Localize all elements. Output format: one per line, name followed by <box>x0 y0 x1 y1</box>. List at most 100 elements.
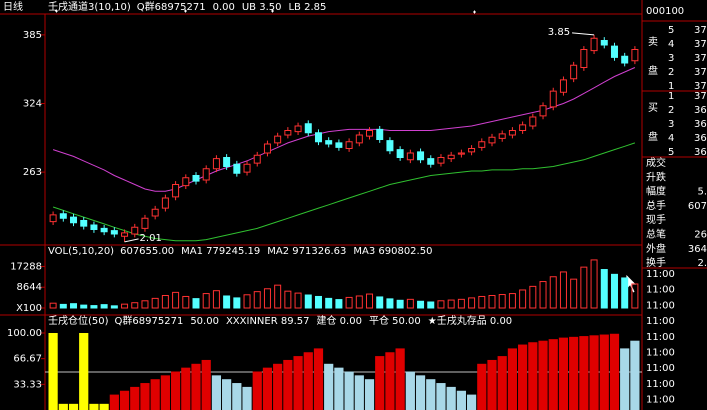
book-level: 2 <box>668 67 674 78</box>
stat-label: 总笔 <box>646 228 666 241</box>
candle-body <box>549 90 557 108</box>
indicator-value: UB 3.50 <box>242 2 282 13</box>
volume-bar <box>59 303 67 309</box>
position-bar <box>48 333 58 410</box>
position-bar <box>68 403 79 410</box>
stars <box>55 9 476 14</box>
candle-body <box>366 130 374 137</box>
book-price: 37 <box>694 53 707 64</box>
position-bar <box>507 348 518 410</box>
position-bar <box>191 363 201 410</box>
book-level: 5 <box>668 25 674 36</box>
candle-body <box>427 158 435 165</box>
volume-bar <box>253 291 261 309</box>
position-bar <box>558 337 569 410</box>
candle-body <box>243 163 251 173</box>
candle-body <box>100 227 108 233</box>
position-bar <box>232 383 242 410</box>
volume-bar <box>549 276 557 309</box>
position-bar <box>170 371 181 410</box>
indicator-value: 平仓 50.00 <box>369 314 421 327</box>
position-bar <box>99 403 109 410</box>
y-tick-label: 66.67 <box>13 354 42 365</box>
position-bar <box>293 356 303 410</box>
candle-body <box>294 125 302 133</box>
trade-time: 11:00 <box>646 348 675 359</box>
trade-time: 11:00 <box>646 300 675 311</box>
indicator-value: MA2 971326.63 <box>267 246 346 257</box>
book-label: 盘 <box>648 64 658 77</box>
volume-bar <box>202 293 210 309</box>
position-bar <box>119 390 130 410</box>
candle-body <box>570 64 578 80</box>
volume-bar <box>100 304 108 309</box>
candle-body <box>519 124 527 131</box>
candle-body <box>131 226 139 235</box>
book-level: 4 <box>668 133 674 144</box>
position-bar <box>375 356 385 410</box>
position-bar <box>579 336 589 410</box>
position-bar <box>262 367 273 410</box>
position-bar <box>569 336 579 410</box>
position-bar <box>446 386 456 410</box>
candle-body <box>610 45 618 58</box>
trade-time: 11:00 <box>646 269 675 280</box>
indicator-value: 建仓 0.00 <box>317 314 362 327</box>
position-bar <box>395 348 405 410</box>
candle-body <box>274 135 282 144</box>
star <box>271 9 274 13</box>
indicator-value: XXXINNER 89.57 <box>226 316 310 327</box>
volume-bar <box>90 305 98 309</box>
volume-bar <box>243 294 251 309</box>
position-bar <box>273 363 283 410</box>
volume-bar <box>437 300 445 309</box>
volume-bar <box>161 295 169 309</box>
book-level: 1 <box>668 91 674 102</box>
volume-bar <box>559 271 567 309</box>
volume-bar <box>325 297 333 309</box>
candle-body <box>314 132 322 143</box>
annotation-leader <box>572 32 595 36</box>
position-bar <box>334 367 344 410</box>
annotation-leader <box>124 238 139 243</box>
stock-code: 000100 <box>646 6 684 17</box>
volume-bar <box>131 302 139 309</box>
book-price: 37 <box>694 39 707 50</box>
position-bar <box>344 371 354 410</box>
volume-bar <box>468 297 476 309</box>
candle-body <box>386 140 394 152</box>
position-bar <box>528 342 538 410</box>
position-bar <box>620 348 630 410</box>
volume-bar <box>529 285 537 309</box>
min-annotation: 2.01 <box>140 233 162 244</box>
candle-body <box>529 116 537 127</box>
position-bar <box>487 359 497 410</box>
candle-body <box>121 232 129 237</box>
candle-body <box>600 40 608 46</box>
candle-body <box>478 141 486 148</box>
volume-bar <box>223 295 231 309</box>
volume-bar <box>447 299 455 309</box>
indicator-value: MA1 779245.19 <box>181 246 260 257</box>
volume-bar <box>182 295 190 309</box>
candle-body <box>59 213 67 219</box>
indicator-value: LB 2.85 <box>288 2 326 13</box>
position-bar <box>181 367 191 410</box>
position-bar <box>324 363 334 410</box>
volume-bar <box>600 269 608 309</box>
indicator-value: Q群68975271 <box>137 0 206 13</box>
indicator-title: 壬戌仓位(50) <box>48 314 109 327</box>
volume-bar <box>284 290 292 309</box>
volume-bar <box>355 295 363 309</box>
position-bar <box>354 375 364 410</box>
book-level: 5 <box>668 147 674 158</box>
stat-label: 换手 <box>646 256 666 269</box>
position-bar <box>364 379 375 410</box>
star <box>184 9 187 13</box>
candle-body <box>447 154 455 160</box>
candle-body <box>263 143 271 154</box>
candle-body <box>376 128 384 140</box>
volume-bar <box>233 297 241 309</box>
volume-bar <box>519 289 527 309</box>
